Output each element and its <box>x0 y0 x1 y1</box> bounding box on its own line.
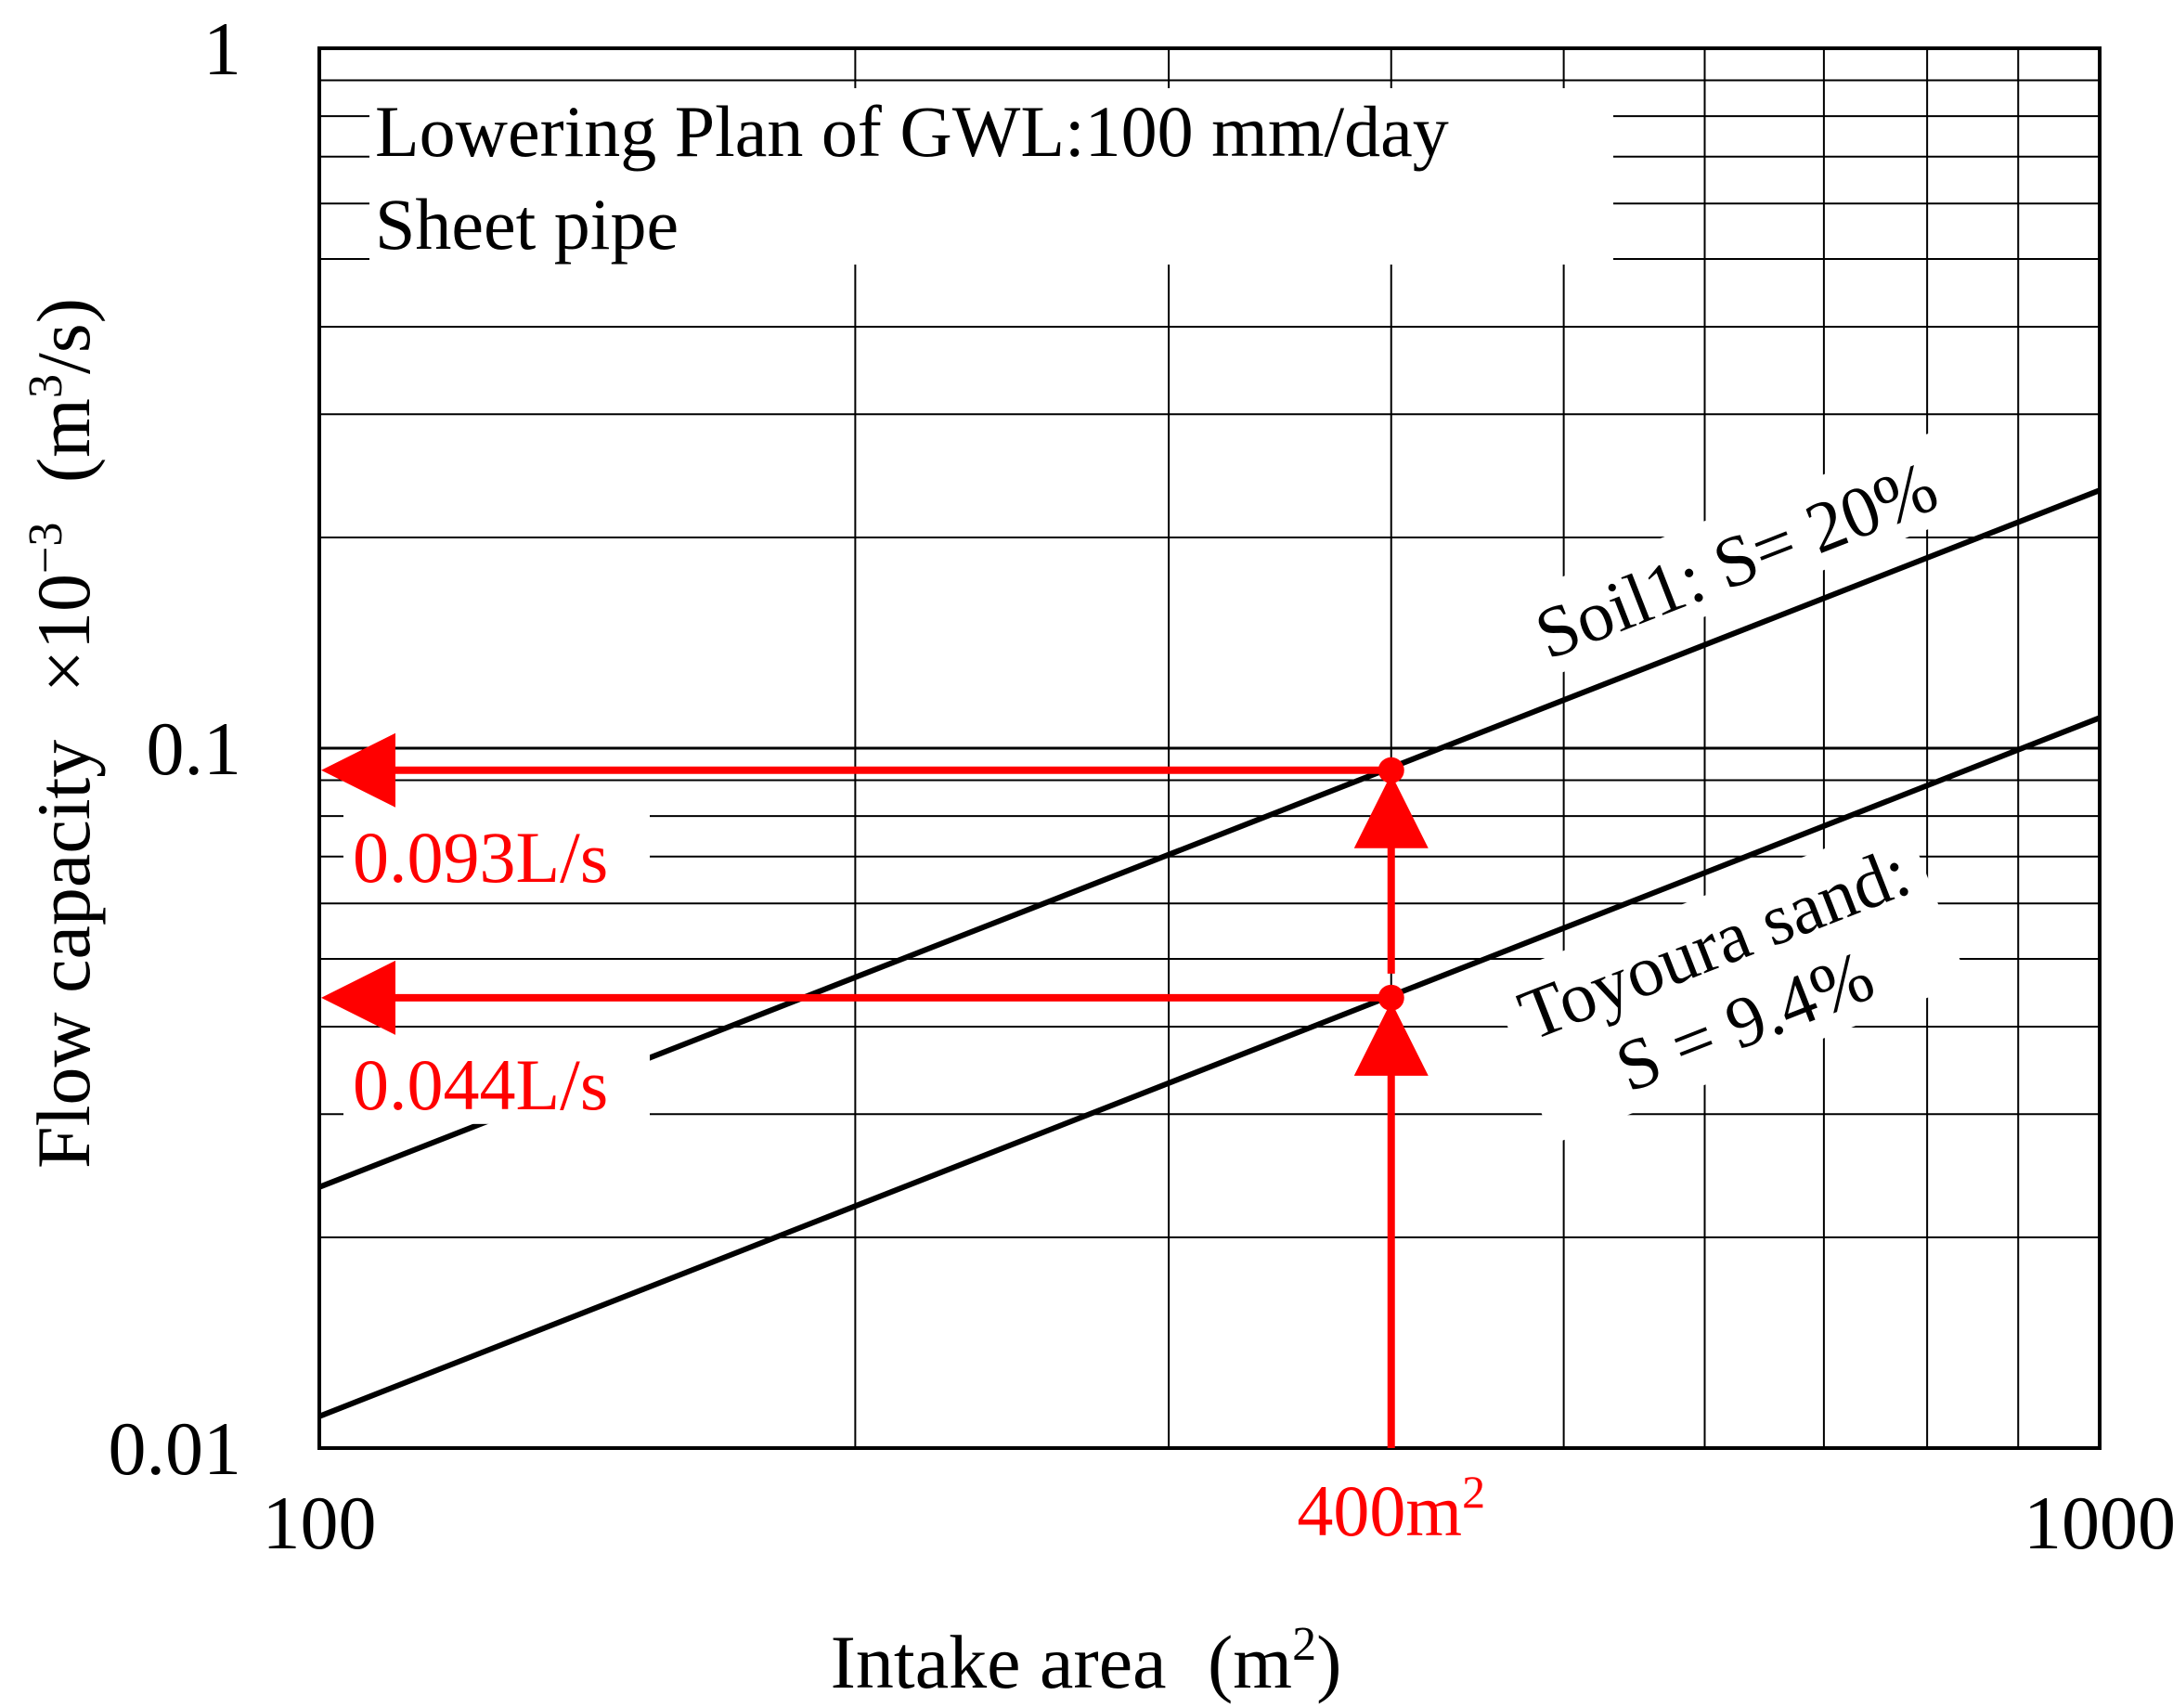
value-label-lower: 0.044L/s <box>353 1044 608 1125</box>
series-label-soil1-group: Soil1: S= 20% <box>1485 423 1985 691</box>
notes-background <box>369 88 1613 265</box>
x-axis-title: Intake area (m2) <box>831 1618 1342 1704</box>
data-point-lower <box>1378 984 1404 1011</box>
y-axis-title: Flow capacity ×10−3 (m3/s) <box>0 298 106 1169</box>
y-tick-label: 1 <box>203 6 241 91</box>
note-sheet-pipe: Sheet pipe <box>375 184 679 265</box>
series-label-soil1-bg <box>1485 423 1985 691</box>
series-label-toyoura-group: Toyoura sand:S = 9.4% <box>1489 817 1969 1145</box>
value-label-upper: 0.093L/s <box>353 817 608 898</box>
y-tick-label: 0.1 <box>147 706 242 791</box>
value-label-lower-bg <box>343 1040 650 1124</box>
annotation-layer <box>321 732 1429 1448</box>
grid-lines <box>319 48 2100 1448</box>
y-tick-label: 0.01 <box>109 1406 242 1491</box>
note-lowering-plan: Lowering Plan of GWL:100 mm/day <box>375 91 1449 172</box>
x-tick-label: 100 <box>263 1481 377 1565</box>
axis-ticks: 100 1000 0.01 0.1 1 <box>109 6 2173 1565</box>
x-marker-label: 400m2 <box>1297 1466 1485 1551</box>
data-point-upper <box>1378 757 1404 783</box>
labels-layer: 0.093L/s 0.044L/s 400m2 Soil1: S= 20% Toyour… <box>343 423 1985 1551</box>
series-label-soil1: Soil1: S= 20% <box>1524 446 1947 675</box>
value-label-upper-bg <box>343 812 650 897</box>
series-label-toyoura-bg <box>1489 817 1969 1145</box>
x-tick-label: 1000 <box>2024 1481 2173 1565</box>
plot-frame <box>317 46 2102 1450</box>
series-line-2 <box>317 715 2102 1419</box>
